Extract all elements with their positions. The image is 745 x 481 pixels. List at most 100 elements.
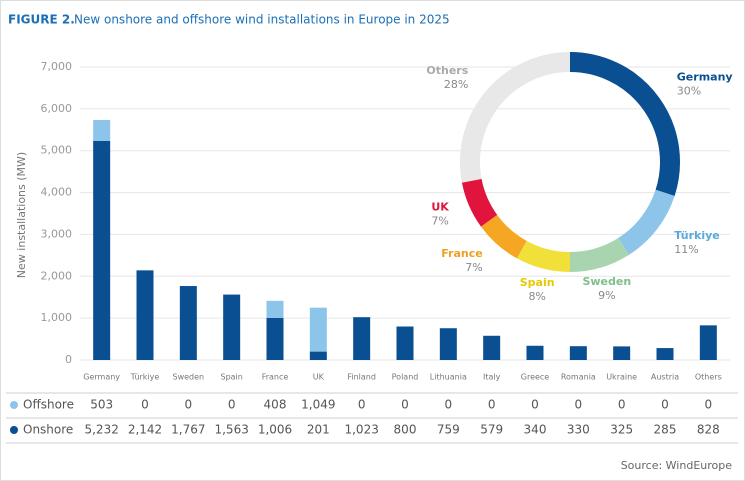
bar-segment (93, 141, 111, 360)
y-tick-label: 1,000 (41, 311, 73, 324)
bar-segment (656, 348, 674, 360)
bar-segment (136, 270, 154, 360)
table-value: 408 (264, 398, 287, 412)
table-value: 2,142 (128, 423, 162, 437)
bar-segment (309, 351, 327, 360)
x-tick-label: France (262, 373, 289, 382)
donut-value: 7% (465, 261, 482, 274)
table-value: 1,049 (301, 398, 335, 412)
donut-label: Others (426, 64, 468, 77)
donut-slice (569, 52, 680, 196)
table-value: 0 (445, 398, 453, 412)
legend-marker (10, 426, 18, 434)
figure-number: FIGURE 2. (8, 13, 75, 27)
y-tick-label: 2,000 (41, 269, 73, 282)
table-value: 201 (307, 423, 330, 437)
table-value: 340 (524, 423, 547, 437)
donut-value: 28% (444, 78, 468, 91)
table-value: 0 (531, 398, 539, 412)
x-tick-label: Ukraine (606, 373, 637, 382)
table-value: 800 (394, 423, 417, 437)
donut-value: 7% (431, 214, 448, 227)
donut-slice (460, 52, 571, 183)
table-value: 828 (697, 423, 720, 437)
x-tick-label: Türkiye (130, 373, 160, 382)
table-value: 1,767 (171, 423, 205, 437)
donut-value: 8% (528, 290, 545, 303)
table-value: 0 (705, 398, 713, 412)
x-tick-label: Spain (220, 373, 242, 382)
table-value: 1,563 (214, 423, 248, 437)
bar-segment (699, 325, 717, 360)
donut-label: France (441, 247, 482, 260)
bar-segment (396, 326, 414, 360)
y-axis-label: New installations (MW) (15, 152, 28, 278)
y-tick-label: 7,000 (41, 60, 73, 73)
y-tick-label: 0 (65, 353, 72, 366)
bar-segment (613, 346, 631, 360)
donut-label: Spain (520, 276, 555, 289)
bar-segment (439, 328, 457, 360)
y-tick-label: 3,000 (41, 227, 73, 240)
y-tick-label: 6,000 (41, 102, 73, 115)
bar-segment (309, 307, 327, 352)
table-value: 0 (185, 398, 193, 412)
x-tick-label: Sweden (173, 373, 205, 382)
x-tick-label: Germany (83, 373, 120, 382)
table-value: 759 (437, 423, 460, 437)
bar-segment (266, 317, 284, 360)
table-value: 0 (228, 398, 236, 412)
donut-value: 11% (674, 243, 698, 256)
donut-slice (617, 189, 675, 255)
source: Source: WindEurope (621, 459, 733, 472)
donut-label: Germany (677, 70, 733, 83)
table-value: 0 (575, 398, 583, 412)
table-value: 0 (661, 398, 669, 412)
legend-marker (10, 401, 18, 409)
legend-label: Onshore (23, 423, 73, 437)
table-value: 0 (488, 398, 496, 412)
table-value: 0 (618, 398, 626, 412)
table-value: 1,023 (344, 423, 378, 437)
chart-title: New onshore and offshore wind installati… (74, 13, 450, 27)
donut-label: Türkiye (674, 229, 719, 242)
x-tick-label: Romania (561, 373, 596, 382)
donut-label: Sweden (582, 275, 631, 288)
table-value: 325 (610, 423, 633, 437)
bar-segment (483, 335, 501, 360)
table-value: 503 (90, 398, 113, 412)
x-tick-label: Lithuania (430, 373, 467, 382)
donut-slice (461, 178, 498, 227)
donut-label: UK (431, 200, 449, 213)
donut-slice (481, 214, 527, 259)
bar-segment (93, 119, 111, 142)
x-tick-label: Others (695, 373, 722, 382)
donut-slice (569, 237, 629, 272)
table-value: 1,006 (258, 423, 292, 437)
bar-segment (223, 294, 241, 360)
bar-segment (266, 300, 284, 318)
donut-value: 9% (598, 289, 615, 302)
bar-segment (179, 286, 197, 360)
x-tick-label: Finland (347, 373, 376, 382)
bar-segment (353, 317, 371, 360)
y-tick-label: 5,000 (41, 144, 73, 157)
x-tick-label: UK (313, 373, 325, 382)
table-value: 330 (567, 423, 590, 437)
donut-slice (517, 240, 571, 272)
table-value: 5,232 (84, 423, 118, 437)
x-tick-label: Poland (392, 373, 419, 382)
table-value: 579 (480, 423, 503, 437)
bar-segment (526, 345, 544, 360)
bar-segment (569, 346, 587, 360)
table-value: 0 (401, 398, 409, 412)
x-tick-label: Austria (651, 373, 679, 382)
table-value: 285 (654, 423, 677, 437)
legend-label: Offshore (23, 398, 74, 412)
table-value: 0 (141, 398, 149, 412)
donut-value: 30% (677, 84, 701, 97)
x-tick-label: Italy (483, 373, 501, 382)
x-tick-label: Greece (521, 373, 550, 382)
